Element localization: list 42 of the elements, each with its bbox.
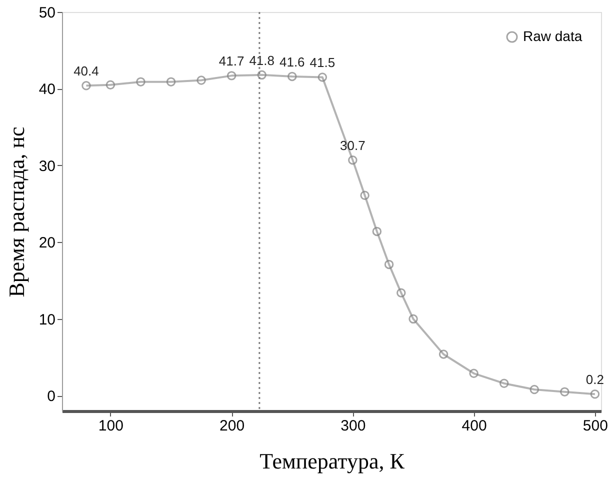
point bbox=[257, 70, 266, 80]
point bbox=[318, 72, 328, 82]
legend-label: Raw data bbox=[523, 28, 582, 44]
y-tick-label: 10 bbox=[38, 311, 56, 328]
point bbox=[372, 226, 382, 236]
point bbox=[288, 72, 297, 82]
data-label: 30.7 bbox=[340, 138, 366, 154]
data-label: 40.4 bbox=[74, 64, 99, 79]
x-tick-label: 300 bbox=[340, 418, 366, 434]
x-tick-label: 400 bbox=[462, 418, 487, 434]
data-label: 41.5 bbox=[310, 55, 336, 70]
y-tick-label: 40 bbox=[38, 81, 56, 98]
y-tick-label: 0 bbox=[47, 388, 56, 406]
point bbox=[166, 77, 176, 86]
point bbox=[384, 260, 394, 270]
point bbox=[499, 378, 509, 388]
point bbox=[348, 155, 358, 165]
point bbox=[396, 288, 406, 298]
data-label: 0.2 bbox=[586, 372, 604, 388]
point bbox=[196, 76, 206, 85]
y-tick-label: 20 bbox=[38, 234, 56, 252]
data-label: 41.6 bbox=[279, 54, 305, 70]
y-tick-label: 50 bbox=[38, 4, 56, 22]
point bbox=[530, 384, 540, 394]
data-label: 41.7 bbox=[218, 54, 244, 69]
point bbox=[560, 387, 570, 396]
y-tick-label: 30 bbox=[38, 158, 56, 175]
x-tick-label: 100 bbox=[98, 418, 124, 434]
point bbox=[136, 77, 146, 86]
point bbox=[408, 314, 418, 324]
point bbox=[106, 80, 116, 90]
x-tick-label: 200 bbox=[220, 418, 245, 434]
point bbox=[82, 81, 91, 90]
point bbox=[360, 190, 370, 200]
point bbox=[226, 71, 236, 80]
data-label: 41.8 bbox=[249, 52, 275, 68]
x-axis-title: Температура, К bbox=[260, 448, 405, 474]
point bbox=[438, 350, 448, 359]
point bbox=[469, 368, 478, 378]
x-tick-label: 500 bbox=[582, 418, 608, 434]
y-axis-title: Время распада, нс bbox=[4, 126, 29, 298]
point bbox=[590, 390, 600, 399]
